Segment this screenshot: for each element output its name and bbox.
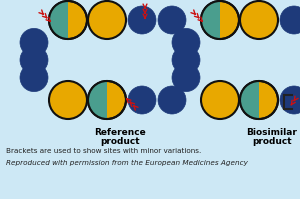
Circle shape [20, 64, 48, 92]
Text: Brackets are used to show sites with minor variations.: Brackets are used to show sites with min… [6, 148, 201, 154]
Wedge shape [49, 1, 68, 39]
Wedge shape [240, 81, 259, 119]
Circle shape [158, 86, 186, 114]
Wedge shape [201, 1, 220, 39]
Circle shape [172, 46, 200, 74]
Circle shape [158, 6, 186, 34]
Wedge shape [88, 81, 107, 119]
Circle shape [20, 28, 48, 56]
Circle shape [201, 1, 239, 39]
Circle shape [280, 86, 300, 114]
Text: product: product [252, 137, 292, 146]
Text: Biosimilar: Biosimilar [247, 128, 297, 137]
Circle shape [88, 81, 126, 119]
Circle shape [49, 81, 87, 119]
Circle shape [201, 81, 239, 119]
Circle shape [128, 6, 156, 34]
Circle shape [172, 64, 200, 92]
Circle shape [88, 1, 126, 39]
Circle shape [49, 1, 87, 39]
Text: Reproduced with permission from the European Medicines Agency: Reproduced with permission from the Euro… [6, 160, 248, 166]
Text: product: product [100, 137, 140, 146]
Circle shape [128, 86, 156, 114]
Circle shape [240, 1, 278, 39]
Circle shape [172, 28, 200, 56]
Circle shape [240, 81, 278, 119]
Circle shape [20, 46, 48, 74]
Circle shape [280, 6, 300, 34]
Text: Reference: Reference [94, 128, 146, 137]
